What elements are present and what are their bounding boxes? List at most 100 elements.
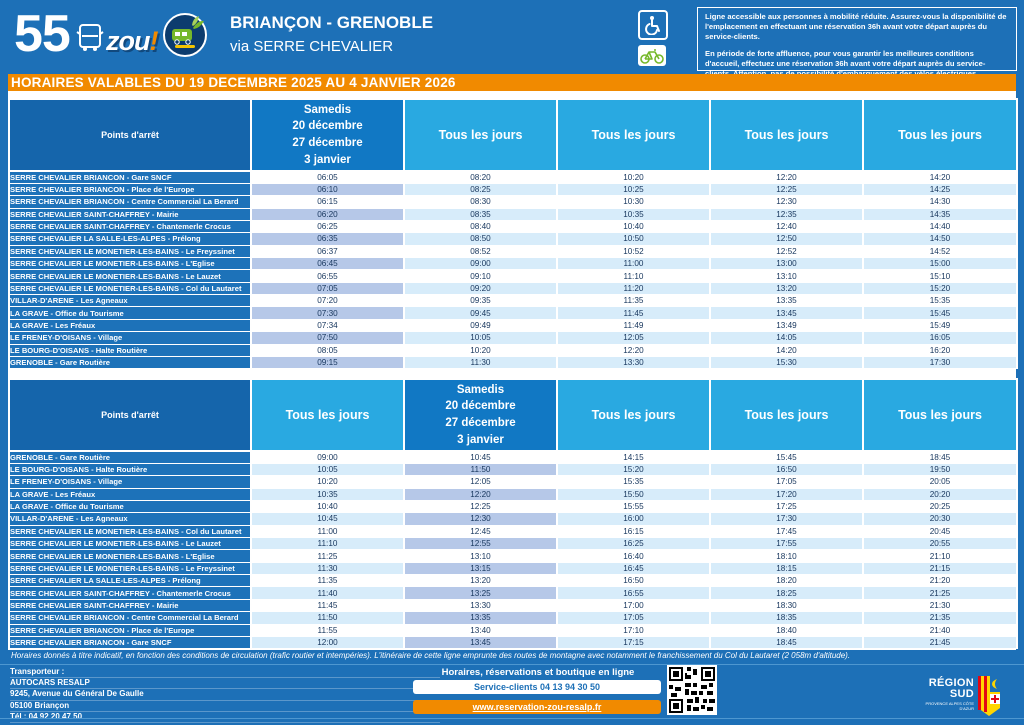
time-cell: 11:50: [250, 611, 405, 625]
time-cell: 11:00: [556, 257, 711, 271]
time-cell: 13:30: [403, 598, 558, 613]
time-cell: 13:20: [403, 574, 558, 588]
time-cell: 14:20: [862, 170, 1018, 184]
time-cell: 11:00: [250, 524, 405, 539]
stop-name-cell: SERRE CHEVALIER BRIANCON - Gare SNCF: [8, 635, 252, 650]
time-cell: 08:35: [403, 207, 558, 221]
time-cell: 17:45: [709, 524, 864, 539]
time-cell: 15:50: [556, 487, 711, 501]
time-cell: 11:20: [556, 281, 711, 296]
time-cell: 17:25: [709, 499, 864, 514]
tous-les-jours-column-header: Tous les jours: [403, 98, 558, 172]
time-cell: 14:15: [556, 450, 711, 464]
time-cell: 12:20: [709, 170, 864, 184]
time-cell: 21:20: [862, 574, 1018, 588]
time-cell: 11:10: [250, 537, 405, 551]
region-sud-logo: RÉGION SUD PROVENCE ALPES CÔTE D'AZUR: [916, 678, 974, 711]
time-cell: 14:35: [862, 207, 1018, 221]
time-cell: 20:30: [862, 512, 1018, 526]
time-cell: 15:35: [556, 475, 711, 489]
time-cell: 18:35: [709, 611, 864, 625]
time-cell: 10:20: [403, 343, 558, 357]
transporteur-address: 9245, Avenue du Général De Gaulle: [10, 689, 440, 701]
time-cell: 21:10: [862, 549, 1018, 563]
region-sud-line2: SUD: [949, 688, 974, 700]
time-cell: 09:45: [403, 306, 558, 320]
time-cell: 06:10: [250, 182, 405, 197]
time-cell: 17:05: [556, 611, 711, 625]
time-cell: 06:25: [250, 219, 405, 234]
stop-name-cell: LE FRENEY-D'OISANS - Village: [8, 331, 252, 345]
tous-les-jours-column-header: Tous les jours: [862, 98, 1018, 172]
time-cell: 21:30: [862, 598, 1018, 613]
stop-name-cell: SERRE CHEVALIER BRIANCON - Place de l'Eu…: [8, 182, 252, 197]
time-cell: 18:20: [709, 574, 864, 588]
time-cell: 17:55: [709, 537, 864, 551]
time-cell: 09:00: [403, 257, 558, 271]
stops-header-cell: Points d'arrêt: [8, 98, 252, 172]
time-cell: 15:00: [862, 257, 1018, 271]
time-cell: 18:40: [709, 623, 864, 637]
time-cell: 09:35: [403, 294, 558, 308]
timetable-row: GRENOBLE - Gare Routière 09:15 11:30 13:30 1…: [8, 355, 1018, 370]
time-cell: 17:30: [709, 512, 864, 526]
time-cell: 12:25: [709, 182, 864, 197]
time-cell: 11:25: [250, 549, 405, 563]
wheelchair-icon: [638, 10, 668, 40]
time-cell: 15:45: [709, 450, 864, 464]
timetable-row: SERRE CHEVALIER LE MONETIER-LES-BAINS - …: [8, 244, 1018, 259]
time-cell: 11:45: [250, 598, 405, 613]
qr-code: [667, 665, 717, 715]
time-cell: 11:10: [556, 269, 711, 283]
time-cell: 12:45: [403, 524, 558, 539]
time-cell: 10:20: [556, 170, 711, 184]
time-cell: 14:25: [862, 182, 1018, 197]
timetable-row: SERRE CHEVALIER BRIANCON - Gare SNCF 06:0…: [8, 170, 1018, 184]
time-cell: 16:15: [556, 524, 711, 539]
stop-name-cell: SERRE CHEVALIER LE MONETIER-LES-BAINS - …: [8, 281, 252, 296]
online-services-title-wrap: Horaires, réservations et boutique en li…: [404, 667, 672, 678]
time-cell: 13:30: [556, 355, 711, 370]
stop-name-cell: LA GRAVE - Les Fréaux: [8, 318, 252, 333]
time-cell: 16:25: [556, 537, 711, 551]
stop-name-cell: SERRE CHEVALIER LE MONETIER-LES-BAINS - …: [8, 561, 252, 576]
time-cell: 15:30: [709, 355, 864, 370]
timetable-row: SERRE CHEVALIER BRIANCON - Centre Commer…: [8, 611, 1018, 625]
time-cell: 14:50: [862, 232, 1018, 246]
time-cell: 11:30: [250, 561, 405, 576]
timetable-row: SERRE CHEVALIER BRIANCON - Gare SNCF 12:0…: [8, 635, 1018, 650]
time-cell: 16:20: [862, 343, 1018, 357]
stop-name-cell: SERRE CHEVALIER LA SALLE-LES-ALPES - Pré…: [8, 574, 252, 588]
timetable-row: SERRE CHEVALIER LE MONETIER-LES-BAINS - …: [8, 257, 1018, 271]
time-cell: 06:20: [250, 207, 405, 221]
time-cell: 10:05: [403, 331, 558, 345]
zou-logo-bang: !: [149, 26, 159, 56]
tous-les-jours-column-header: Tous les jours: [556, 98, 711, 172]
time-cell: 14:05: [709, 331, 864, 345]
time-cell: 08:52: [403, 244, 558, 259]
tous-les-jours-column-header: Tous les jours: [556, 378, 711, 452]
time-cell: 15:10: [862, 269, 1018, 283]
timetable-row: LA GRAVE - Les Fréaux 07:34 09:49 11:49 13:4…: [8, 318, 1018, 333]
transporteur-city: 05100 Briançon: [10, 701, 440, 712]
timetable-row: SERRE CHEVALIER LE MONETIER-LES-BAINS - …: [8, 524, 1018, 539]
time-cell: 15:49: [862, 318, 1018, 333]
time-cell: 12:00: [250, 635, 405, 650]
stop-name-cell: GRENOBLE - Gare Routière: [8, 450, 252, 464]
samedis-column-header: Samedis 20 décembre 27 décembre 3 janvie…: [403, 378, 558, 452]
timetable-row: SERRE CHEVALIER LE MONETIER-LES-BAINS - …: [8, 537, 1018, 551]
stop-name-cell: SERRE CHEVALIER LE MONETIER-LES-BAINS - …: [8, 257, 252, 271]
time-cell: 09:49: [403, 318, 558, 333]
region-sud-line1: RÉGION: [928, 677, 974, 689]
reservation-url-link[interactable]: www.reservation-zou-resalp.fr: [413, 700, 661, 714]
stops-header-cell: Points d'arrêt: [8, 378, 252, 452]
timetable-row: LA GRAVE - Office du Tourisme 10:40 12:25 1…: [8, 499, 1018, 514]
time-cell: 17:20: [709, 487, 864, 501]
time-cell: 17:10: [556, 623, 711, 637]
time-cell: 09:20: [403, 281, 558, 296]
footer-divider: [0, 664, 1024, 665]
stop-name-cell: SERRE CHEVALIER LE MONETIER-LES-BAINS - …: [8, 524, 252, 539]
timetable-row: SERRE CHEVALIER LA SALLE-LES-ALPES - Pré…: [8, 574, 1018, 588]
time-cell: 12:20: [556, 343, 711, 357]
time-cell: 08:05: [250, 343, 405, 357]
